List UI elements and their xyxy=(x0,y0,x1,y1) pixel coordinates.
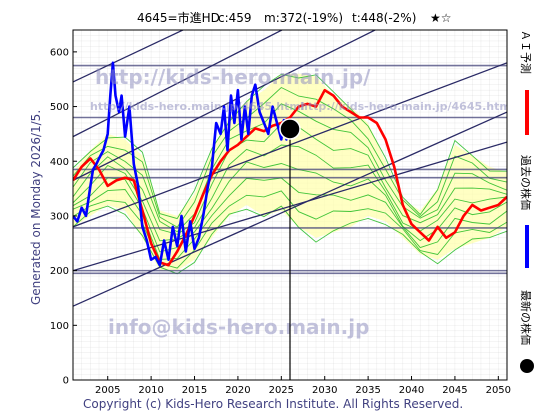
x-tick-label: 2005 xyxy=(95,385,120,396)
x-tick-label: 2040 xyxy=(399,385,424,396)
y-tick-label: 200 xyxy=(50,266,69,277)
watermarks: http://kids-hero.main.jp/ http://kids-he… xyxy=(90,65,515,339)
forecast-band-line xyxy=(73,86,507,228)
current-point xyxy=(279,118,301,140)
header-current: c:459 xyxy=(218,11,252,25)
forecast-band-line xyxy=(73,73,507,220)
footer-copyright: Copyright (c) Kids-Hero Research Institu… xyxy=(83,397,463,411)
forecast-band-line xyxy=(73,103,507,233)
x-tick-label: 2050 xyxy=(486,385,511,396)
y-tick-label: 400 xyxy=(50,157,69,168)
watermark-email: info@kids-hero.main.jp xyxy=(108,315,369,339)
legend-label-past-price: 過去の株価 xyxy=(519,155,533,210)
x-tick-label: 2030 xyxy=(312,385,337,396)
y-axis: 0 100 200 300 400 500 600 xyxy=(50,47,77,387)
legend-swatch-latest-price xyxy=(520,359,534,373)
trend-line xyxy=(73,30,185,83)
header-title: 4645=市進HD xyxy=(137,10,220,25)
header-target: t:448(-2%) xyxy=(352,11,416,25)
series-past-price xyxy=(73,61,292,267)
header-median: m:372(-19%) xyxy=(264,11,343,25)
x-tick-label: 2035 xyxy=(355,385,380,396)
x-axis: 2005 2010 2015 2020 2025 2030 2035 2040 2045 2050 xyxy=(95,376,511,396)
x-tick-label: 2025 xyxy=(269,385,294,396)
series-ai-forecast xyxy=(73,88,507,267)
x-tick-label: 2015 xyxy=(182,385,207,396)
y-tick-label: 600 xyxy=(50,47,69,58)
watermark-url-small: http://kids-hero.main.jp/4645.html xyxy=(90,100,305,113)
current-price-point xyxy=(279,118,301,140)
x-tick-label: 2020 xyxy=(225,385,250,396)
trend-line xyxy=(73,30,377,181)
generated-label: Generated on Monday 2026/1/5. xyxy=(29,110,43,305)
legend-label-latest-price: 最新の株価 xyxy=(519,290,533,345)
watermark-url-large: http://kids-hero.main.jp/ xyxy=(95,65,371,89)
watermark-url-small-2: http://kids-hero.main.jp/4645.html xyxy=(300,100,515,113)
y-tick-label: 300 xyxy=(50,211,69,222)
legend: ＡＩ予測 過去の株価 最新の株価 xyxy=(519,30,534,373)
y-tick-label: 0 xyxy=(63,376,69,387)
series xyxy=(73,61,507,267)
header-rating: ★☆ xyxy=(430,11,452,25)
x-tick-label: 2010 xyxy=(138,385,163,396)
trend-line xyxy=(73,30,284,138)
legend-label-ai-forecast: ＡＩ予測 xyxy=(519,30,533,74)
plot-frame xyxy=(72,29,508,381)
y-tick-label: 500 xyxy=(50,102,69,113)
x-tick-label: 2045 xyxy=(442,385,467,396)
y-tick-label: 100 xyxy=(50,321,69,332)
